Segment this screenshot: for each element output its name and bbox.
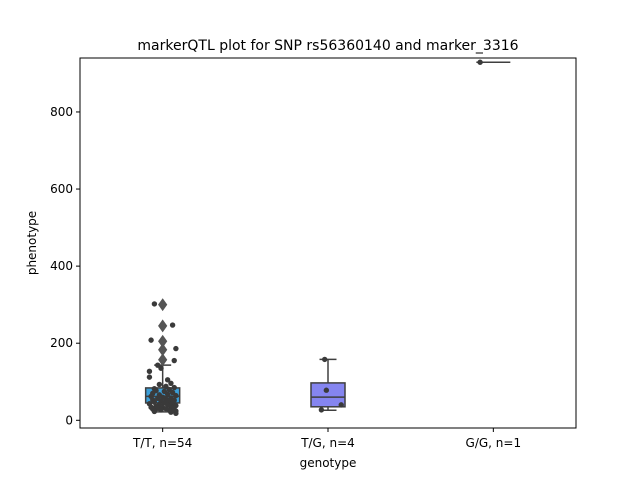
data-point: [151, 408, 158, 415]
y-tick-label: 400: [50, 259, 73, 273]
outlier-marker: [158, 353, 168, 367]
axes: 0 200 400 600 800 T/T, n=54 T/G, n=4 G/G, n=1: [50, 105, 521, 450]
outlier-marker: [158, 334, 168, 348]
data-point: [151, 399, 158, 405]
plot-area: [144, 59, 511, 417]
data-point: [164, 391, 171, 397]
data-point: [151, 301, 158, 307]
chart-title: markerQTL plot for SNP rs56360140 and ma…: [137, 38, 518, 54]
x-tick-label: G/G, n=1: [466, 436, 522, 450]
outlier-marker: [158, 319, 168, 333]
data-point: [173, 410, 179, 417]
data-point: [146, 374, 153, 380]
data-point: [168, 409, 174, 415]
data-point: [338, 402, 344, 408]
outlier-marker: [158, 298, 168, 312]
data-point: [168, 380, 174, 386]
data-point: [477, 59, 483, 65]
x-tick-label: T/T, n=54: [132, 436, 192, 450]
y-tick-label: 800: [50, 105, 73, 119]
box-iqr: [310, 382, 346, 408]
data-point: [169, 322, 176, 328]
data-point: [148, 337, 154, 343]
data-point: [323, 387, 330, 393]
x-axis-label: genotype: [300, 456, 357, 470]
data-point: [158, 365, 164, 371]
y-tick-label: 200: [50, 336, 73, 350]
data-point: [171, 357, 177, 364]
data-point: [156, 381, 163, 388]
data-point: [318, 407, 325, 413]
data-point: [173, 392, 179, 399]
data-point: [321, 356, 328, 363]
data-point: [171, 384, 177, 391]
box-2: [310, 358, 346, 412]
data-point: [158, 407, 164, 413]
x-tick-label: T/G, n=4: [300, 436, 355, 450]
y-tick-label: 600: [50, 182, 73, 196]
y-axis-label: phenotype: [25, 211, 39, 275]
data-point: [173, 345, 179, 352]
data-point: [146, 368, 153, 375]
outlier-marker: [158, 343, 168, 357]
data-point: [164, 377, 171, 383]
y-tick-label: 0: [65, 413, 73, 427]
